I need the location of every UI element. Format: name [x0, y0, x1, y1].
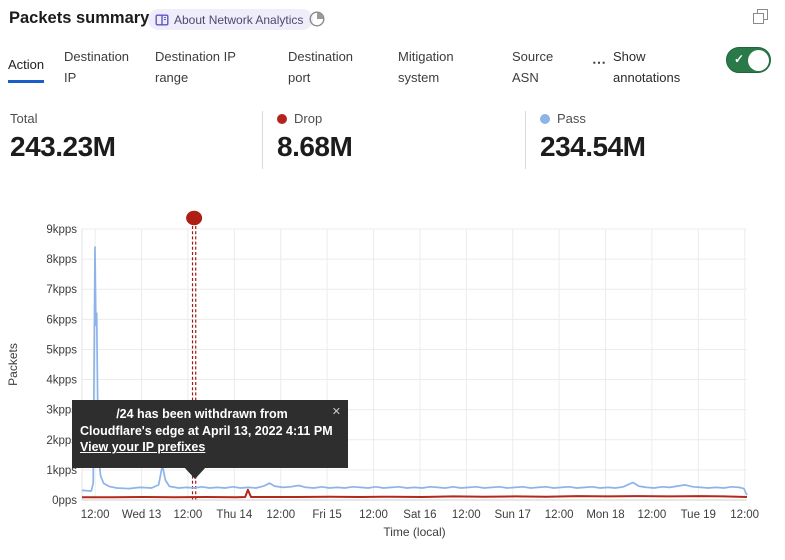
- tab-mitigation-system[interactable]: Mitigation system: [398, 49, 454, 85]
- x-tick-label: Mon 18: [586, 509, 624, 521]
- x-tick-label: Wed 13: [122, 509, 161, 521]
- tooltip-close-icon[interactable]: ✕: [331, 406, 341, 418]
- stat-total-value: 243.23M: [10, 131, 116, 162]
- page-title: Packets summary: [9, 9, 150, 27]
- y-tick-label: 6kpps: [46, 314, 77, 326]
- toggle-knob: [747, 49, 769, 71]
- stat-total-label: Total: [10, 111, 38, 126]
- x-tick-label: 12:00: [730, 509, 759, 521]
- y-tick-label: 8kpps: [46, 254, 77, 266]
- stat-total: Total 243.23M: [10, 111, 116, 163]
- tooltip-text-line2: Cloudflare's edge at April 13, 2022 4:11…: [80, 423, 333, 438]
- book-icon: [155, 13, 169, 27]
- show-annotations-label: Show annotations: [613, 49, 681, 85]
- x-tick-label: Sun 17: [494, 509, 530, 521]
- clock-icon[interactable]: [308, 10, 326, 28]
- stat-drop: Drop 8.68M: [277, 111, 353, 163]
- restore-window-icon[interactable]: [753, 9, 769, 25]
- y-tick-label: 9kpps: [46, 224, 77, 236]
- view-ip-prefixes-link[interactable]: View your IP prefixes: [80, 440, 206, 455]
- more-tabs-icon[interactable]: ⋯: [592, 54, 607, 70]
- y-tick-label: 0pps: [52, 495, 77, 507]
- annotation-marker-dot: [186, 210, 203, 226]
- x-tick-label: 12:00: [81, 509, 110, 521]
- tab-destination-ip[interactable]: Destination IP: [64, 49, 130, 85]
- stat-pass-value: 234.54M: [540, 131, 646, 162]
- x-tick-label: 12:00: [545, 509, 574, 521]
- series-line-drop: [82, 488, 748, 499]
- tooltip-arrow: [184, 467, 206, 479]
- y-tick-label: 5kpps: [46, 344, 77, 356]
- x-tick-label: 12:00: [359, 509, 388, 521]
- y-tick-label: 4kpps: [46, 375, 77, 387]
- x-tick-label: Fri 15: [312, 509, 341, 521]
- series-line-pass: [81, 246, 748, 496]
- x-tick-label: 12:00: [452, 509, 481, 521]
- stat-divider: [525, 111, 526, 169]
- about-network-analytics-badge[interactable]: About Network Analytics: [148, 9, 314, 30]
- x-axis-title: Time (local): [383, 525, 445, 539]
- stat-drop-value: 8.68M: [277, 131, 353, 162]
- stat-divider: [262, 111, 263, 169]
- restore-front-square: [753, 13, 764, 24]
- stat-drop-label: Drop: [294, 111, 323, 126]
- y-tick-label: 3kpps: [46, 405, 77, 417]
- x-tick-label: Thu 14: [216, 509, 252, 521]
- tab-action[interactable]: Action: [8, 55, 45, 83]
- x-tick-label: 12:00: [266, 509, 295, 521]
- toggle-check-icon: ✓: [734, 52, 745, 66]
- pass-legend-dot: [540, 113, 550, 124]
- y-tick-label: 1kpps: [46, 465, 77, 477]
- stat-pass-label: Pass: [557, 111, 586, 126]
- about-badge-label: About Network Analytics: [174, 12, 304, 27]
- x-tick-label: Sat 16: [403, 509, 436, 521]
- x-tick-label: 12:00: [637, 509, 666, 521]
- annotation-tooltip: ✕ /24 has been withdrawn from Cloudflare…: [72, 400, 348, 479]
- tooltip-text-line1: /24 has been withdrawn from: [116, 407, 288, 421]
- y-tick-label: 2kpps: [46, 435, 77, 447]
- tab-source-asn[interactable]: Source ASN: [512, 49, 554, 85]
- x-tick-label: Tue 19: [681, 509, 716, 521]
- packets-chart: 0pps 1kpps 2kpps 3kpps 4kpps 5kpps 6kpps 7kpps 8…: [0, 200, 785, 555]
- y-tick-label: 7kpps: [46, 284, 77, 296]
- x-tick-label: 12:00: [174, 509, 203, 521]
- packets-chart-svg: 0pps 1kpps 2kpps 3kpps 4kpps 5kpps 6kpps 7kpps 8…: [6, 210, 759, 539]
- y-axis-title: Packets: [6, 343, 20, 386]
- tab-destination-ip-range[interactable]: Destination IP range: [155, 49, 236, 85]
- tab-destination-port[interactable]: Destination port: [288, 49, 354, 85]
- stat-pass: Pass 234.54M: [540, 111, 646, 163]
- drop-legend-dot: [277, 113, 287, 124]
- show-annotations-toggle[interactable]: ✓: [726, 47, 771, 73]
